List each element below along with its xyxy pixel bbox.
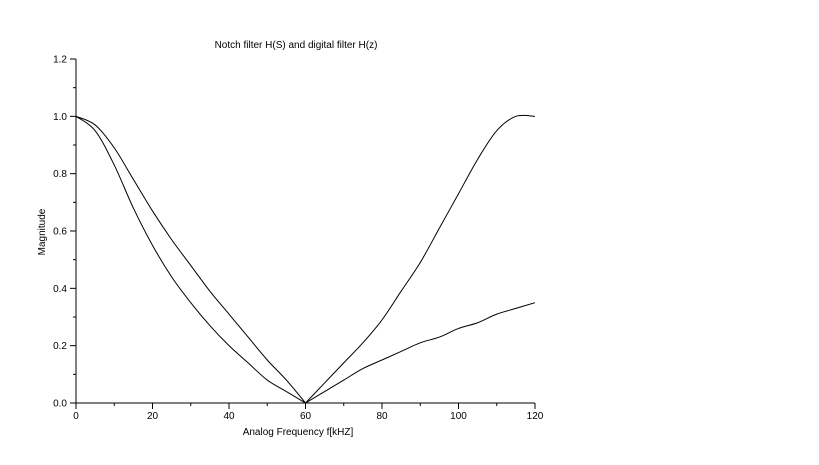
series-group — [75, 114, 536, 404]
x-tick-label: 100 — [450, 411, 467, 422]
y-tick-label: 1.2 — [53, 55, 67, 66]
y-tick-label: 0.0 — [53, 399, 67, 410]
x-tick-label: 60 — [300, 411, 312, 422]
x-tick-label: 80 — [376, 411, 388, 422]
y-axis-label: Magnitude — [37, 208, 48, 255]
x-tick-label: 40 — [223, 411, 235, 422]
x-tick-label: 0 — [73, 411, 79, 422]
y-tick-label: 1.0 — [53, 112, 67, 123]
y-tick-label: 0.2 — [53, 341, 67, 352]
series-line-2 — [75, 115, 536, 404]
y-tick-label: 0.6 — [53, 227, 67, 238]
tick-labels: 0 20 40 60 80 100 120 0.0 0.2 0.4 0.6 0.8 1.0 1.2 — [53, 55, 544, 423]
y-tick-label: 0.4 — [53, 284, 67, 295]
series-line-1 — [75, 114, 536, 404]
x-axis-label: Analog Frequency f[kHZ] — [243, 427, 354, 438]
ticks — [70, 58, 536, 409]
x-tick-label: 120 — [527, 411, 544, 422]
chart-title: Notch filter H(S) and digital filter H(z… — [215, 40, 378, 51]
y-tick-label: 0.8 — [53, 169, 67, 180]
x-tick-label: 20 — [147, 411, 159, 422]
